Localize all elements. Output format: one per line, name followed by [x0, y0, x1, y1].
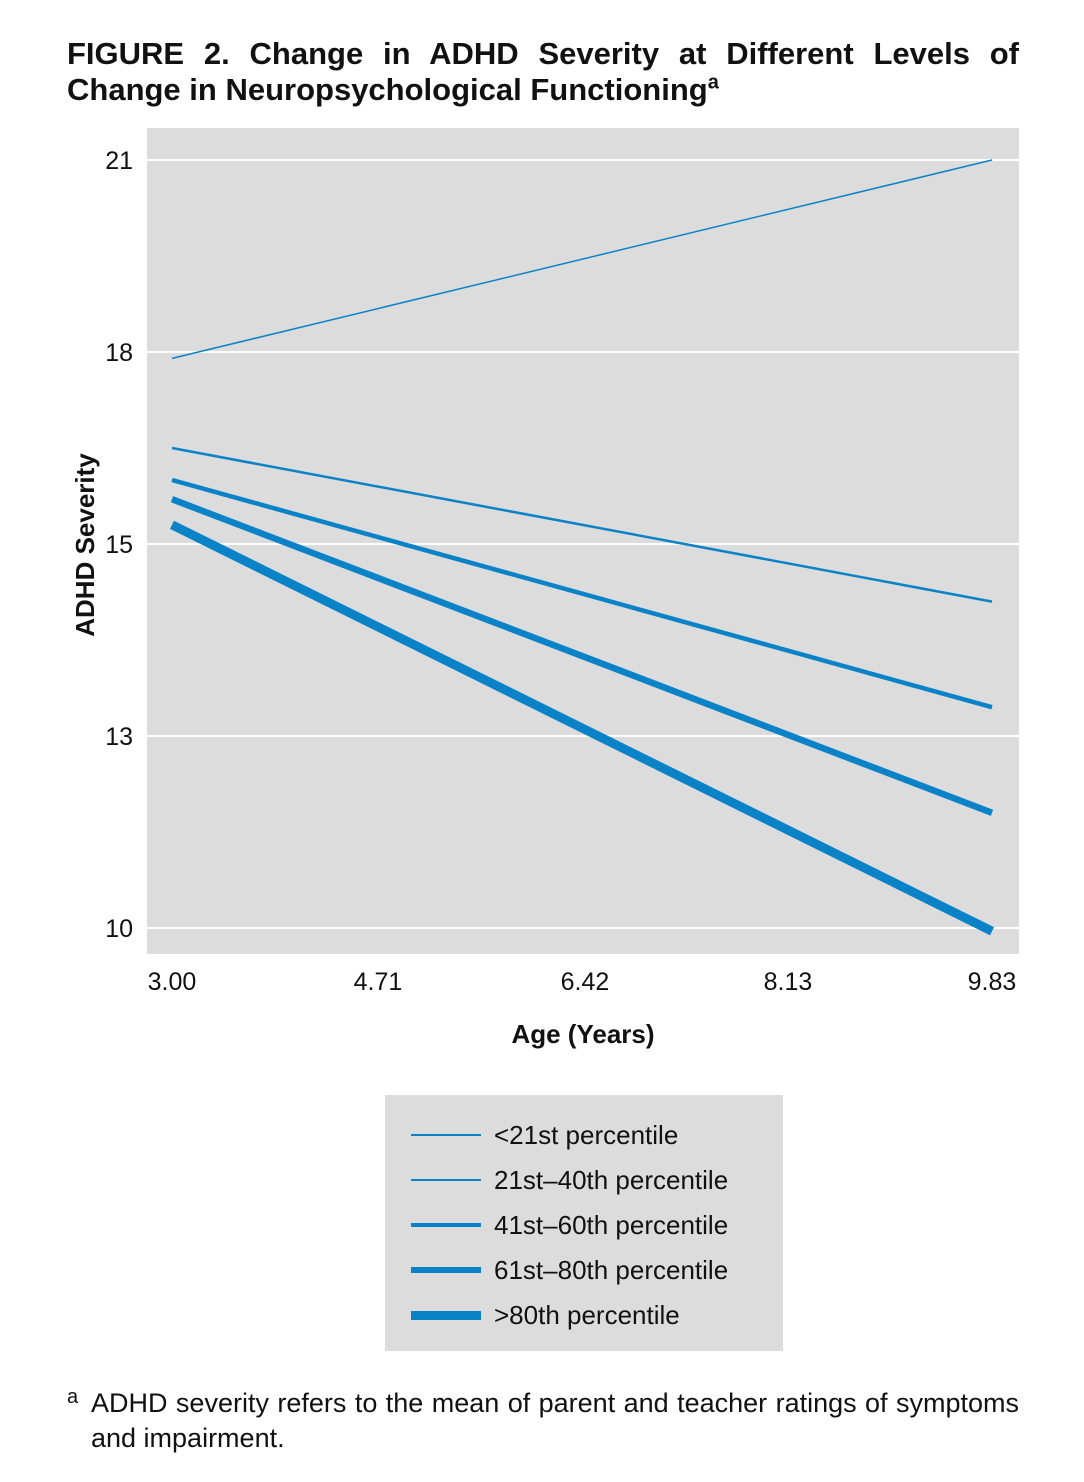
- series-lines: [170, 159, 994, 936]
- footnote-text: ADHD severity refers to the mean of pare…: [91, 1388, 1019, 1453]
- legend-item: 41st–60th percentile: [385, 1207, 783, 1243]
- y-tick-label: 15: [105, 531, 133, 559]
- figure-title-superscript: a: [707, 71, 719, 94]
- legend-item: 21st–40th percentile: [385, 1162, 783, 1198]
- footnote: a ADHD severity refers to the mean of pa…: [67, 1386, 1019, 1456]
- legend-swatch: [411, 1266, 481, 1274]
- figure-title: FIGURE 2. Change in ADHD Severity at Dif…: [67, 36, 1019, 108]
- figure-title-text: FIGURE 2. Change in ADHD Severity at Dif…: [67, 36, 1019, 107]
- y-tick-labels: 21 18 15 13 10: [105, 147, 133, 943]
- series-line-2: [171, 446, 993, 603]
- legend-swatch: [411, 1178, 481, 1182]
- plot-area: [147, 128, 1019, 954]
- legend-label: >80th percentile: [494, 1300, 680, 1330]
- x-tick-label: 8.13: [764, 968, 813, 996]
- series-line-3: [171, 477, 993, 710]
- footnote-mark: a: [67, 1386, 79, 1408]
- y-tick-label: 13: [105, 723, 133, 751]
- y-tick-label: 21: [105, 147, 133, 175]
- x-tick-label: 4.71: [354, 968, 403, 996]
- y-tick-label: 18: [105, 339, 133, 367]
- x-tick-label: 3.00: [148, 968, 197, 996]
- legend: <21st percentile 21st–40th percentile 41st…: [385, 1095, 783, 1351]
- series-line-4: [170, 496, 994, 816]
- grid-lines: [147, 159, 1019, 929]
- x-tick-labels: 3.00 4.71 6.42 8.13 9.83: [148, 968, 1017, 996]
- legend-label: 21st–40th percentile: [494, 1165, 729, 1195]
- legend-label: 61st–80th percentile: [494, 1255, 729, 1285]
- legend-swatch: [411, 1134, 481, 1136]
- legend-swatch: [411, 1222, 481, 1228]
- x-tick-label: 6.42: [561, 968, 610, 996]
- legend-label: 41st–60th percentile: [494, 1210, 729, 1240]
- legend-label: <21st percentile: [494, 1120, 679, 1150]
- legend-swatch: [411, 1310, 481, 1320]
- series-line-1: [171, 159, 993, 360]
- y-axis-label: ADHD Severity: [70, 453, 100, 637]
- y-tick-label: 10: [105, 915, 133, 943]
- legend-item: 61st–80th percentile: [385, 1252, 783, 1288]
- series-line-5: [170, 520, 994, 936]
- legend-item: >80th percentile: [385, 1297, 783, 1333]
- legend-item: <21st percentile: [385, 1117, 783, 1153]
- line-chart: 21 18 15 13 10 3.00 4.71 6.42 8.13 9.83 ADHD Sev…: [70, 128, 1019, 1049]
- x-axis-label: Age (Years): [511, 1019, 654, 1049]
- x-tick-label: 9.83: [968, 968, 1017, 996]
